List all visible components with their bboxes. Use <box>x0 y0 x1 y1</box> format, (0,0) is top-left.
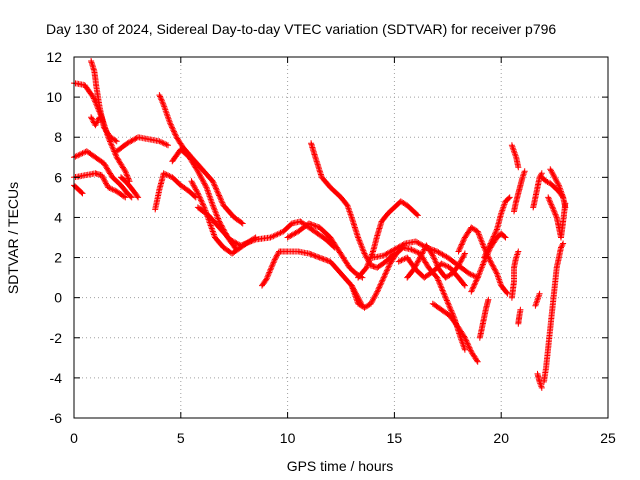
x-tick-label: 0 <box>70 430 78 446</box>
data-point-markers <box>481 194 513 261</box>
y-axis-label: SDTVAR / TECUs <box>5 182 21 294</box>
series-trace-14 <box>259 248 366 309</box>
data-point-markers <box>534 370 545 391</box>
series-trace-9 <box>152 170 199 213</box>
series-trace-22 <box>429 300 481 365</box>
series-trace-30 <box>515 306 524 327</box>
data-point-markers <box>508 248 522 301</box>
data-point-markers <box>429 300 481 365</box>
data-point-markers <box>71 182 86 197</box>
x-tick-label: 20 <box>493 430 509 446</box>
data-point-markers <box>370 238 481 281</box>
data-point-markers <box>71 80 133 185</box>
series-trace-37 <box>547 166 567 201</box>
data-point-markers <box>118 174 142 201</box>
y-tick-label: 0 <box>54 290 62 306</box>
y-tick-label: -6 <box>50 410 63 426</box>
data-point-markers <box>476 296 492 341</box>
data-point-markers <box>530 170 545 211</box>
series-trace-26 <box>476 296 492 341</box>
series-trace-33 <box>534 370 545 391</box>
y-tick-label: 4 <box>54 209 62 225</box>
data-point-markers <box>547 166 567 201</box>
data-point-markers <box>508 142 522 171</box>
series-trace-4 <box>71 182 86 197</box>
series-trace-5 <box>88 58 120 145</box>
series-trace-1 <box>71 80 133 185</box>
x-tick-label: 10 <box>280 430 296 446</box>
data-point-markers <box>188 178 259 257</box>
data-point-markers <box>284 220 366 281</box>
data-point-markers <box>515 306 524 327</box>
axis-ticks: 0 5 10 15 20 25 -6 -4 -2 0 2 4 6 8 10 12 <box>46 49 616 446</box>
series-trace-15 <box>284 220 366 281</box>
data-point-markers <box>152 170 199 213</box>
data-point-markers <box>88 114 103 129</box>
series-trace-32 <box>532 290 543 309</box>
series-trace-28 <box>511 168 528 215</box>
data-marks <box>71 58 569 391</box>
data-point-markers <box>308 140 398 271</box>
series-trace-7 <box>113 134 171 155</box>
y-tick-label: 10 <box>46 89 62 105</box>
series-trace-12 <box>188 178 259 257</box>
y-tick-label: 2 <box>54 250 62 266</box>
y-tick-label: 12 <box>46 49 62 65</box>
series-trace-16 <box>308 140 398 271</box>
y-tick-label: 8 <box>54 129 62 145</box>
data-point-markers <box>540 240 567 385</box>
data-point-markers <box>532 290 543 309</box>
x-tick-label: 25 <box>600 430 616 446</box>
data-point-markers <box>259 248 366 309</box>
series-trace-19 <box>370 238 481 281</box>
data-point-markers <box>545 194 569 241</box>
series-trace-36 <box>545 194 569 241</box>
grid-lines <box>74 57 608 418</box>
plot-frame <box>73 56 609 419</box>
data-point-markers <box>511 168 528 215</box>
y-tick-label: 6 <box>54 169 62 185</box>
chart-title: Day 130 of 2024, Sidereal Day-to-day VTE… <box>46 21 556 37</box>
series-trace-34 <box>540 240 567 385</box>
series-trace-6 <box>88 114 103 129</box>
series-trace-8 <box>118 174 142 201</box>
data-point-markers <box>113 134 171 155</box>
y-tick-label: -4 <box>50 370 63 386</box>
series-trace-27 <box>508 142 522 171</box>
data-point-markers <box>88 58 120 145</box>
series-trace-31 <box>530 170 545 211</box>
y-tick-label: -2 <box>50 330 63 346</box>
x-axis-label: GPS time / hours <box>287 458 394 474</box>
series-trace-21 <box>395 254 468 289</box>
series-trace-29 <box>508 248 522 301</box>
x-tick-label: 5 <box>177 430 185 446</box>
data-point-markers <box>395 254 468 289</box>
x-tick-label: 15 <box>387 430 403 446</box>
series-trace-25 <box>481 194 513 261</box>
